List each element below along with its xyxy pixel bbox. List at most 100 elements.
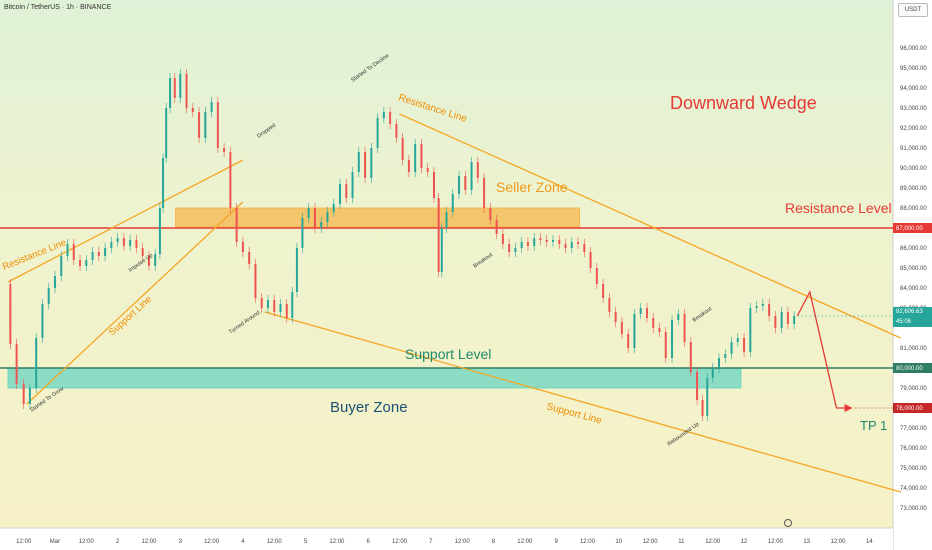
y-tick-label: 74,000.00 (900, 486, 927, 492)
candle-body (60, 256, 63, 276)
candle-body (645, 308, 648, 318)
candle-body (627, 334, 630, 348)
candle-body (420, 144, 423, 168)
candle-body (165, 108, 168, 158)
seller-zone-label: Seller Zone (496, 179, 568, 195)
candle-body (774, 316, 777, 328)
buyer-zone-label: Buyer Zone (330, 399, 408, 416)
candle-body (608, 298, 611, 312)
candle-body (162, 158, 165, 208)
y-tick-label: 75,000.00 (900, 466, 927, 472)
candle-body (551, 240, 554, 242)
candle-body (339, 184, 342, 204)
y-tick-label: 86,000.00 (900, 246, 927, 252)
candle-body (301, 218, 304, 248)
chart-title: Bitcoin / TetherUS · 1h · BINANCE (4, 4, 112, 11)
candle-body (664, 332, 667, 358)
tp1-label: TP 1 (860, 418, 887, 433)
candle-body (602, 284, 605, 298)
candle-body (41, 304, 44, 338)
support-level-label: Support Level (405, 346, 491, 362)
candle-body (389, 112, 392, 124)
candle-body (437, 198, 440, 272)
candle-body (508, 244, 511, 252)
candle-body (786, 312, 789, 324)
x-tick-label: 11 (678, 539, 685, 545)
candle-body (780, 312, 783, 328)
candle-body (677, 314, 680, 320)
candle-body (173, 78, 176, 98)
resistance-line-left-label: Resistance Line (1, 237, 68, 273)
candle-body (696, 372, 699, 400)
candle-body (711, 368, 714, 378)
annotation-label: Started To Decline (350, 53, 390, 84)
candle-body (285, 304, 288, 318)
level-price-badge (893, 403, 932, 413)
candle-body (683, 314, 686, 342)
zone-rect (7, 367, 742, 389)
candle-body (351, 172, 354, 198)
candle-body (476, 162, 479, 178)
candle-body (179, 74, 182, 98)
x-tick-label: 12:00 (580, 539, 596, 545)
candle-body (589, 252, 592, 268)
currency-selector[interactable]: USDT (898, 3, 928, 17)
candle-body (22, 384, 25, 404)
x-tick-label: 13 (803, 539, 810, 545)
candle-body (426, 168, 429, 172)
x-tick-label: 10 (615, 539, 622, 545)
candle-body (501, 234, 504, 244)
candle-body (116, 238, 119, 242)
candle-body (66, 244, 69, 256)
projection-path (796, 290, 851, 409)
y-tick-label: 84,000.00 (900, 286, 927, 292)
candle-body (191, 108, 194, 112)
candle-body (564, 244, 567, 248)
price-axis (893, 0, 932, 550)
y-tick-label: 90,000.00 (900, 166, 927, 172)
candle-body (35, 338, 38, 388)
level-price-label: 80,000.00 (896, 366, 923, 372)
x-tick-label: 12:00 (643, 539, 659, 545)
current-price-value: 82,606.63 (896, 309, 923, 315)
time-axis (0, 528, 893, 550)
candle-body (382, 112, 385, 118)
candle-body (147, 256, 150, 266)
zone-rect (175, 207, 581, 228)
clock-icon[interactable] (784, 519, 792, 527)
candle-body (370, 148, 373, 178)
candle-body (724, 354, 727, 358)
candle-body (169, 78, 172, 108)
candle-body (313, 208, 316, 228)
y-tick-label: 88,000.00 (900, 206, 927, 212)
annotation-label: Rebounded Up (667, 421, 701, 447)
candle-body (595, 268, 598, 284)
candle-body (761, 304, 764, 306)
candle-body (364, 152, 367, 178)
y-tick-label: 96,000.00 (900, 46, 927, 52)
candle-body (458, 176, 461, 194)
countdown-value: 45:06 (896, 319, 912, 325)
candle-body (357, 152, 360, 172)
y-tick-label: 89,000.00 (900, 186, 927, 192)
x-tick-label: 12:00 (329, 539, 345, 545)
candle-body (345, 184, 348, 198)
x-tick-label: 12:00 (705, 539, 721, 545)
candle-body (539, 238, 542, 240)
candle-body (633, 314, 636, 348)
candle-body (755, 306, 758, 308)
current-price-badge: 82,606.63 45:06 (893, 307, 932, 327)
y-tick-label: 93,000.00 (900, 106, 927, 112)
candle-body (401, 138, 404, 160)
candle-body (122, 238, 125, 246)
candle-body (185, 74, 188, 108)
x-tick-label: 12:00 (768, 539, 784, 545)
candle-body (545, 240, 548, 242)
candle-body (129, 240, 132, 246)
annotation-label: Started To Grow (29, 386, 65, 414)
candle-body (533, 238, 536, 246)
x-tick-label: 12:00 (204, 539, 220, 545)
candle-body (154, 254, 157, 266)
